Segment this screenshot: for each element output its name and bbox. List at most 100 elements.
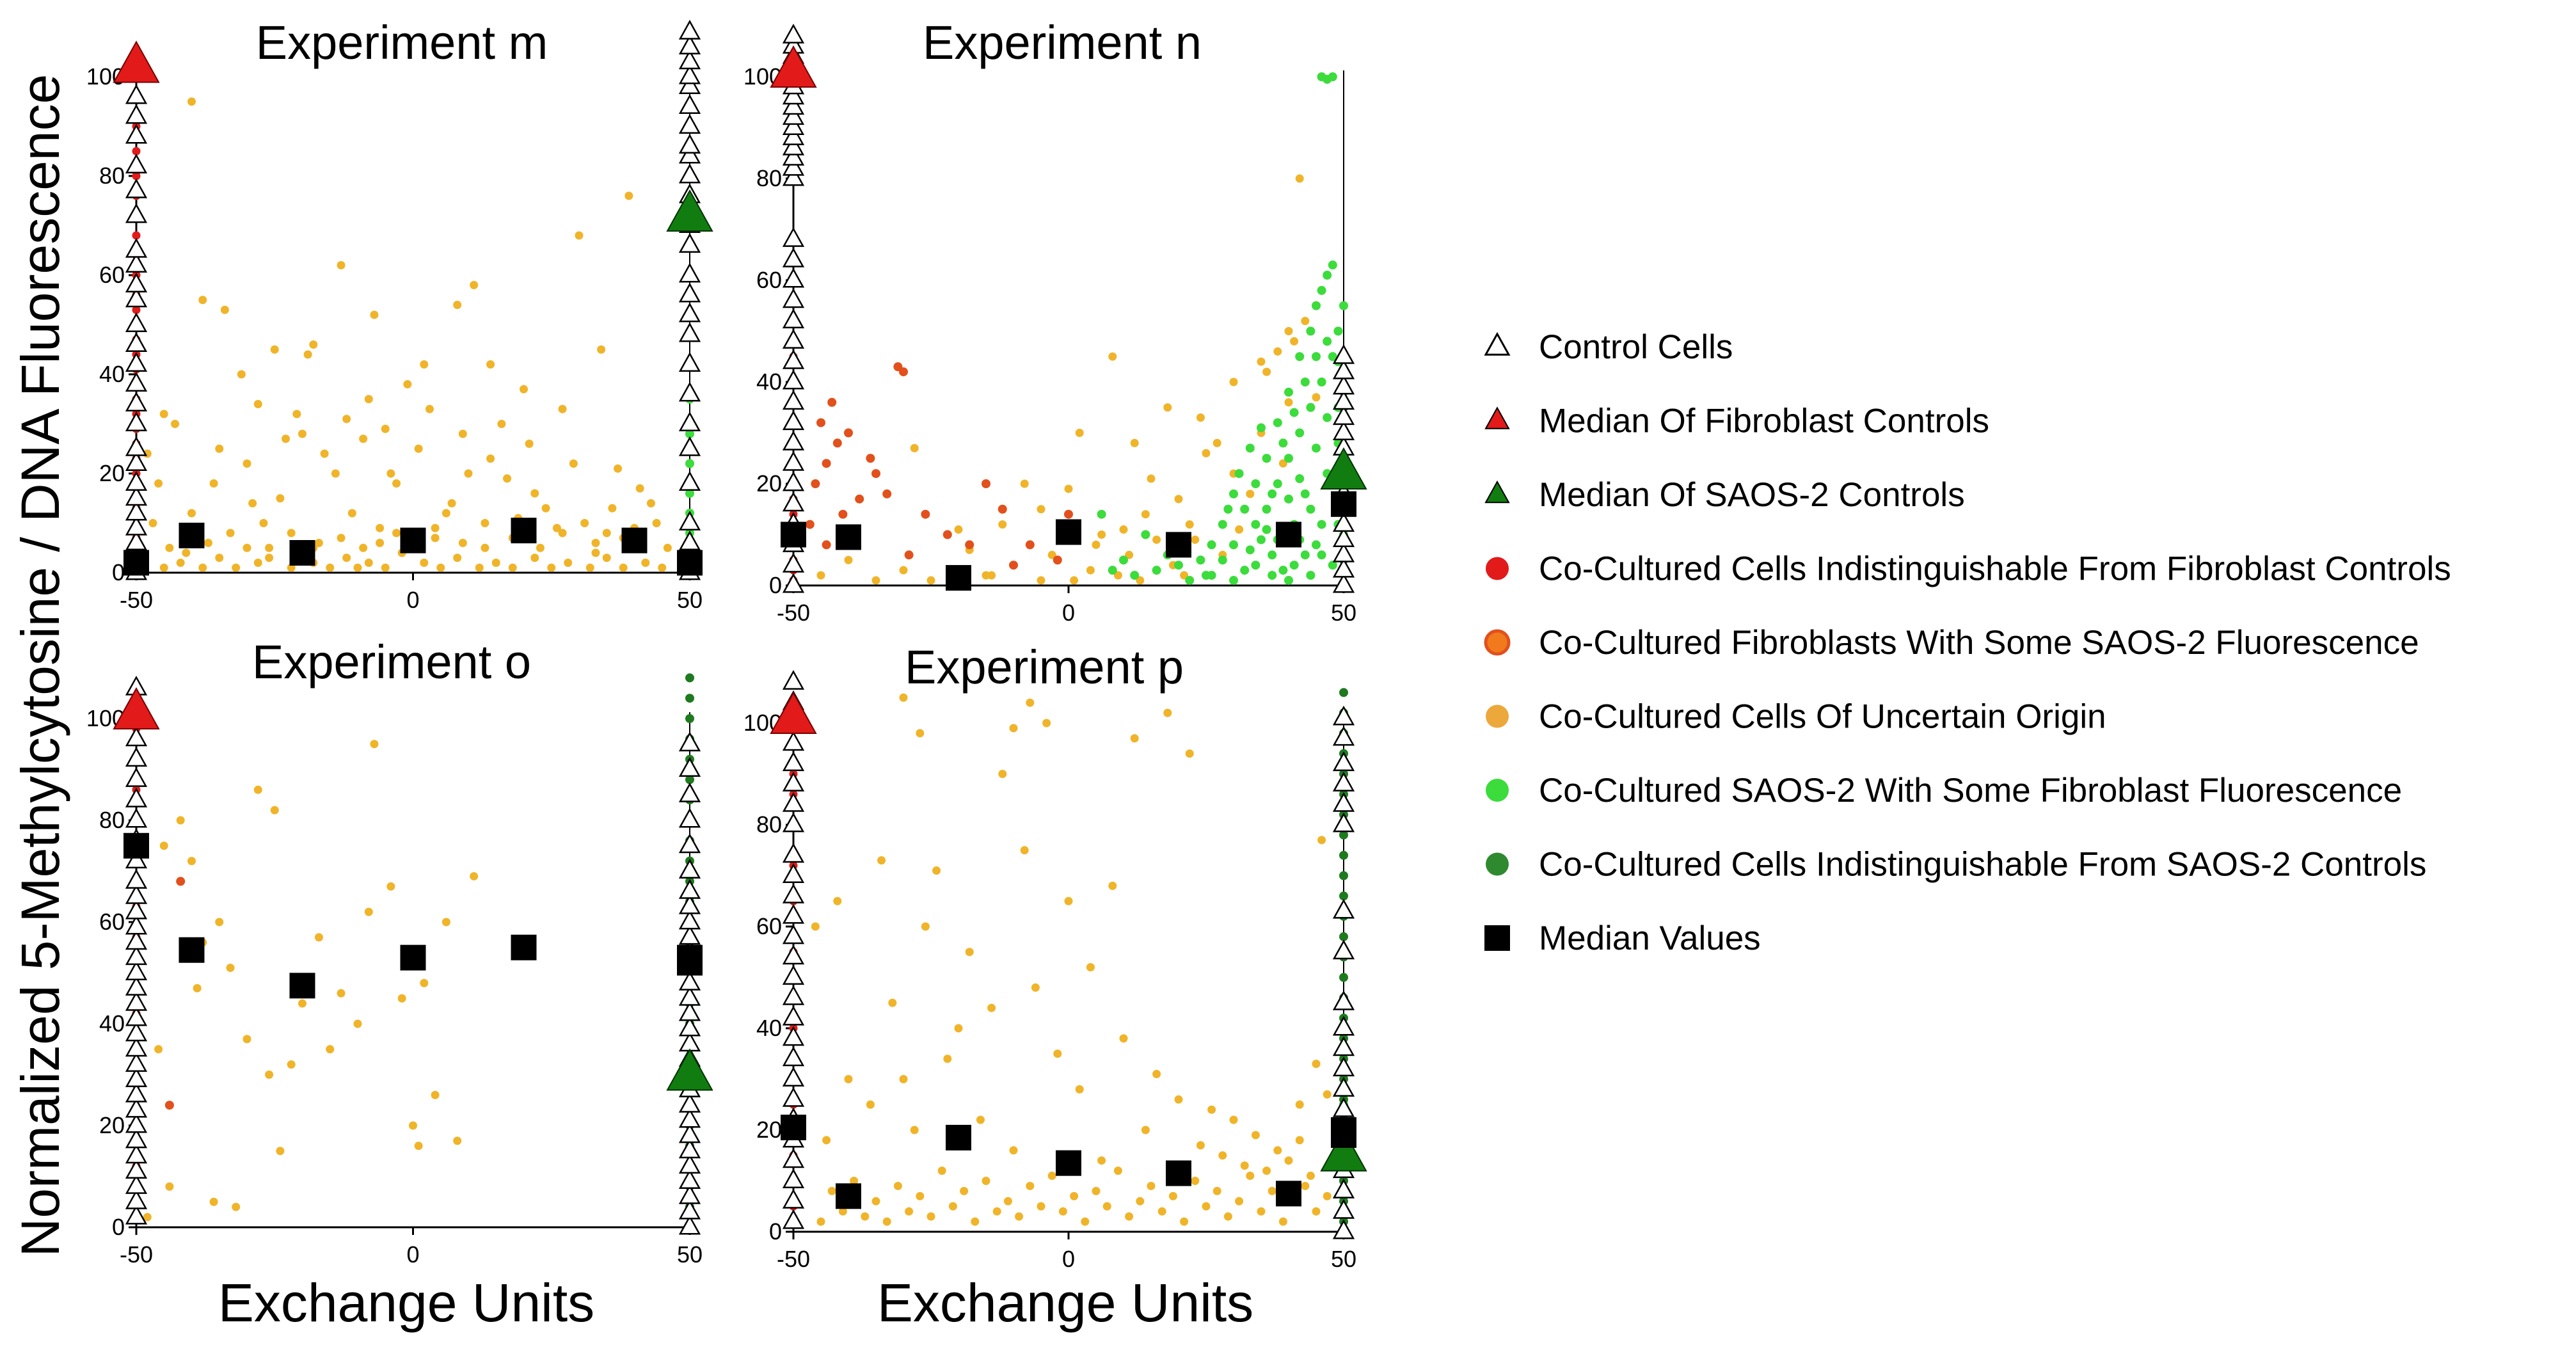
saos-with-fibroblast-point <box>1295 352 1305 362</box>
control-cell-marker <box>678 1001 701 1021</box>
uncertain-point <box>1251 1131 1260 1140</box>
control-cell-marker <box>1332 812 1355 832</box>
fibroblast-with-saos-point <box>998 504 1007 514</box>
legend-item: Co-Cultured Cells Indistinguishable From… <box>1486 550 2451 588</box>
control-cell-marker <box>782 1168 805 1189</box>
control-cell-marker <box>678 134 701 154</box>
uncertain-point <box>242 459 251 468</box>
uncertain-point <box>552 523 561 532</box>
uncertain-point <box>580 519 589 527</box>
control-cell-marker <box>678 782 701 802</box>
saos-with-fibroblast-point <box>1223 504 1233 514</box>
uncertain-point <box>1037 1202 1046 1211</box>
uncertain-point <box>536 543 545 552</box>
control-cell-marker <box>678 1154 701 1174</box>
control-cell-marker <box>1332 405 1355 426</box>
saos-indistinguishable-point <box>1339 830 1348 840</box>
saos-with-fibroblast-point <box>1174 561 1183 570</box>
uncertain-point <box>585 563 594 572</box>
control-cell-marker <box>125 976 148 996</box>
control-cell-marker <box>782 863 805 884</box>
uncertain-point <box>447 499 456 507</box>
control-cell-marker <box>125 203 148 223</box>
orange-dot-icon <box>1484 629 1511 656</box>
x-axis-title-right: Exchange Units <box>877 1273 1253 1333</box>
saos-with-fibroblast-point <box>1328 260 1337 270</box>
x-tick-label: -50 <box>120 587 153 613</box>
uncertain-point <box>215 553 224 562</box>
x-tick-label: 50 <box>677 1241 703 1268</box>
control-cell-marker <box>1332 557 1355 578</box>
control-cell-marker <box>678 381 701 402</box>
uncertain-point <box>265 553 274 562</box>
control-cell-marker <box>125 123 148 144</box>
fibroblast-with-saos-point <box>838 509 848 519</box>
control-cell-marker <box>678 49 701 70</box>
uncertain-point <box>1312 1060 1321 1069</box>
control-cell-marker <box>678 833 701 854</box>
fibroblast-with-saos-point <box>816 418 825 427</box>
control-cell-marker <box>782 288 805 308</box>
control-cell-marker <box>125 1204 148 1225</box>
y-tick-label: 60 <box>756 913 782 939</box>
median-value-marker <box>677 950 703 976</box>
control-cell-marker <box>678 35 701 55</box>
control-cell-marker <box>678 143 701 164</box>
fibroblast-with-saos-point <box>965 540 974 550</box>
control-cell-marker <box>125 1174 148 1194</box>
uncertain-point <box>508 563 517 572</box>
uncertain-point <box>1102 1202 1111 1211</box>
uncertain-point <box>838 1207 847 1216</box>
uncertain-point <box>910 1126 919 1134</box>
control-cell-marker <box>125 253 148 273</box>
saos-with-fibroblast-point <box>1306 571 1316 580</box>
control-cell-marker <box>782 751 805 772</box>
fibroblast-median-marker <box>770 45 817 88</box>
uncertain-point <box>431 534 440 543</box>
fibroblast-median-marker <box>113 687 160 729</box>
uncertain-point <box>337 261 346 269</box>
saos-with-fibroblast-point <box>1262 504 1271 514</box>
uncertain-point <box>232 563 241 572</box>
uncertain-point <box>270 806 279 815</box>
saos-with-fibroblast-point <box>1229 489 1238 498</box>
median-value-marker <box>179 937 205 963</box>
uncertain-point <box>1097 1156 1106 1165</box>
fibroblast-indistinguishable-point <box>132 147 141 155</box>
uncertain-point <box>1092 540 1101 549</box>
uncertain-point <box>376 523 385 532</box>
uncertain-point <box>486 360 495 369</box>
control-cell-marker <box>782 155 805 176</box>
legend-label: Median Of SAOS-2 Controls <box>1539 476 1965 514</box>
uncertain-point <box>154 1045 163 1054</box>
uncertain-point <box>1295 174 1304 183</box>
control-cell-marker <box>125 726 148 747</box>
saos-with-fibroblast-point <box>1257 423 1266 433</box>
median-value-marker <box>1331 491 1356 517</box>
uncertain-point <box>182 548 191 557</box>
saos-with-fibroblast-point <box>1312 301 1321 310</box>
uncertain-point <box>1240 1161 1249 1170</box>
uncertain-point <box>253 400 262 408</box>
saos-with-fibroblast-point <box>1317 285 1326 295</box>
uncertain-point <box>1218 1151 1227 1160</box>
control-cell-marker <box>1332 1036 1355 1056</box>
uncertain-point <box>370 310 379 319</box>
control-cell-marker <box>782 573 805 593</box>
uncertain-point <box>237 370 246 379</box>
legend-item: Median Values <box>1484 919 1761 957</box>
uncertain-point <box>822 1136 831 1145</box>
uncertain-point <box>1086 566 1095 575</box>
uncertain-point <box>1053 1049 1062 1058</box>
uncertain-point <box>486 454 495 463</box>
uncertain-point <box>392 529 401 537</box>
control-cell-marker <box>125 332 148 353</box>
control-cell-marker <box>1332 792 1355 812</box>
legend: Control Cells Median Of Fibroblast Contro… <box>1484 328 2451 957</box>
control-cell-marker <box>1332 374 1355 395</box>
control-cell-marker <box>125 747 148 767</box>
control-cell-marker <box>1332 939 1355 960</box>
uncertain-point <box>470 871 479 880</box>
control-cell-marker <box>678 1184 701 1204</box>
saos-with-fibroblast-point <box>1317 520 1326 529</box>
